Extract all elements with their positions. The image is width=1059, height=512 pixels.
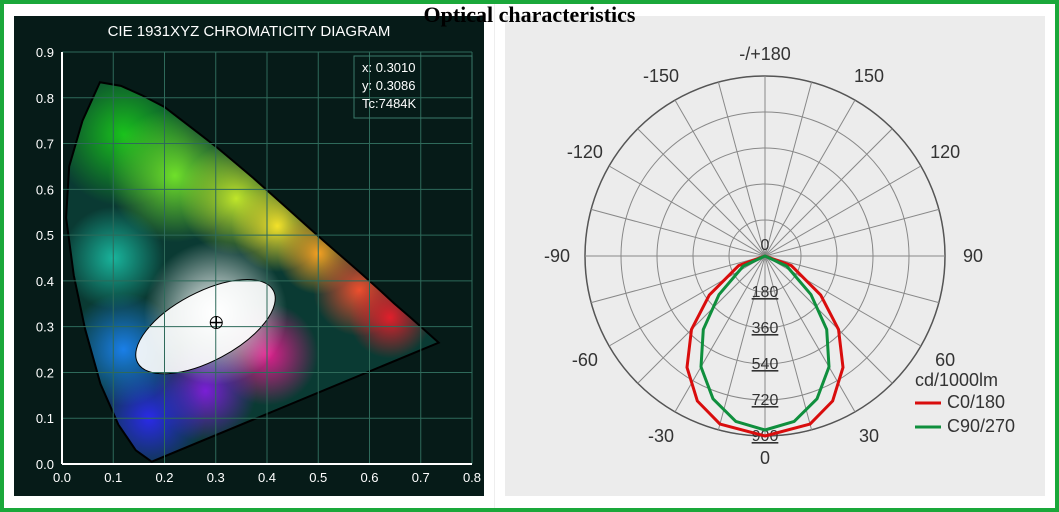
svg-text:0.5: 0.5 bbox=[36, 228, 54, 243]
svg-text:540: 540 bbox=[752, 356, 779, 373]
svg-text:360: 360 bbox=[752, 320, 779, 337]
svg-text:120: 120 bbox=[930, 142, 960, 162]
svg-text:-/+180: -/+180 bbox=[739, 44, 791, 64]
cie-chart: CIE 1931XYZ CHROMATICITY DIAGRAM 0.0 0.1 0.… bbox=[14, 16, 484, 496]
svg-text:90: 90 bbox=[963, 246, 983, 266]
svg-text:0.3: 0.3 bbox=[36, 320, 54, 335]
svg-text:0.7: 0.7 bbox=[412, 470, 430, 485]
svg-text:Tc:7484K: Tc:7484K bbox=[362, 96, 417, 111]
svg-text:0.4: 0.4 bbox=[36, 274, 54, 289]
svg-text:CIE 1931XYZ CHROMATICITY DIAGR: CIE 1931XYZ CHROMATICITY DIAGRAM bbox=[108, 23, 391, 40]
svg-text:0.3: 0.3 bbox=[207, 470, 225, 485]
svg-text:0.2: 0.2 bbox=[155, 470, 173, 485]
svg-text:0.4: 0.4 bbox=[258, 470, 276, 485]
svg-text:180: 180 bbox=[752, 284, 779, 301]
svg-text:0.0: 0.0 bbox=[36, 457, 54, 472]
svg-text:0.8: 0.8 bbox=[463, 470, 481, 485]
svg-text:0.7: 0.7 bbox=[36, 137, 54, 152]
svg-text:y: 0.3086: y: 0.3086 bbox=[362, 78, 416, 93]
svg-text:0: 0 bbox=[760, 448, 770, 468]
polar-panel: -/+180 -150 150 -120 120 -90 90 -60 60 -30 30 0 0 180… bbox=[494, 4, 1055, 508]
svg-text:0.2: 0.2 bbox=[36, 365, 54, 380]
svg-text:C0/180: C0/180 bbox=[947, 392, 1005, 412]
svg-text:cd/1000lm: cd/1000lm bbox=[915, 370, 998, 390]
svg-text:C90/270: C90/270 bbox=[947, 416, 1015, 436]
svg-text:-120: -120 bbox=[567, 142, 603, 162]
svg-text:-60: -60 bbox=[572, 350, 598, 370]
svg-text:720: 720 bbox=[752, 392, 779, 409]
svg-text:0.5: 0.5 bbox=[309, 470, 327, 485]
svg-text:0.9: 0.9 bbox=[36, 45, 54, 60]
polar-chart: -/+180 -150 150 -120 120 -90 90 -60 60 -30 30 0 0 180… bbox=[505, 16, 1045, 496]
svg-text:0.8: 0.8 bbox=[36, 91, 54, 106]
svg-text:150: 150 bbox=[854, 66, 884, 86]
svg-text:0.1: 0.1 bbox=[36, 411, 54, 426]
svg-text:0.6: 0.6 bbox=[36, 182, 54, 197]
cie-panel: CIE 1931XYZ CHROMATICITY DIAGRAM 0.0 0.1 0.… bbox=[4, 4, 494, 508]
svg-text:-150: -150 bbox=[643, 66, 679, 86]
svg-text:x: 0.3010: x: 0.3010 bbox=[362, 60, 416, 75]
svg-text:-90: -90 bbox=[544, 246, 570, 266]
svg-text:0.0: 0.0 bbox=[53, 470, 71, 485]
svg-text:30: 30 bbox=[859, 426, 879, 446]
svg-text:0: 0 bbox=[761, 237, 770, 254]
figure-frame: Optical characteristics CIE 1931XYZ CHRO… bbox=[0, 0, 1059, 512]
svg-text:60: 60 bbox=[935, 350, 955, 370]
svg-text:0.6: 0.6 bbox=[360, 470, 378, 485]
svg-text:-30: -30 bbox=[648, 426, 674, 446]
svg-text:0.1: 0.1 bbox=[104, 470, 122, 485]
